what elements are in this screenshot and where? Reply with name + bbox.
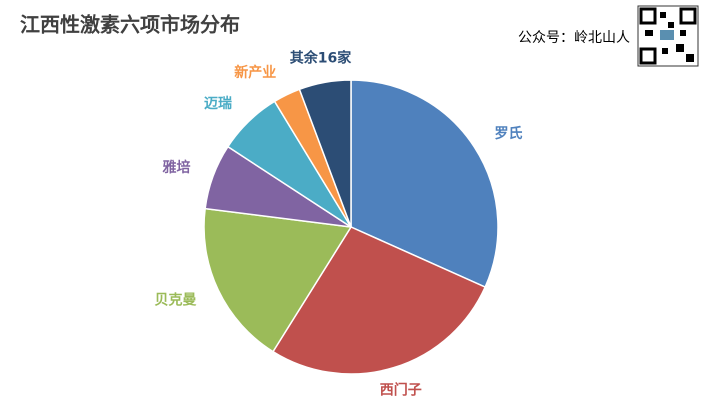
slice-label: 罗氏 (495, 126, 523, 142)
slice-label: 其余16家 (290, 50, 352, 67)
watermark: 公众号：岭北山人 (518, 30, 630, 46)
chart-title: 江西性激素六项市场分布 (20, 13, 240, 37)
qr-code (637, 5, 699, 67)
slice-label: 迈瑞 (204, 95, 232, 112)
slice-label: 雅培 (162, 159, 190, 176)
pie-slice (350, 79, 499, 289)
pie-slice (271, 226, 487, 375)
slice-label: 西门子 (380, 382, 422, 399)
slice-label: 新产业 (234, 64, 276, 81)
slice-label: 贝克曼 (155, 291, 197, 308)
pie-slice (298, 79, 352, 228)
pie-slice (203, 207, 353, 353)
